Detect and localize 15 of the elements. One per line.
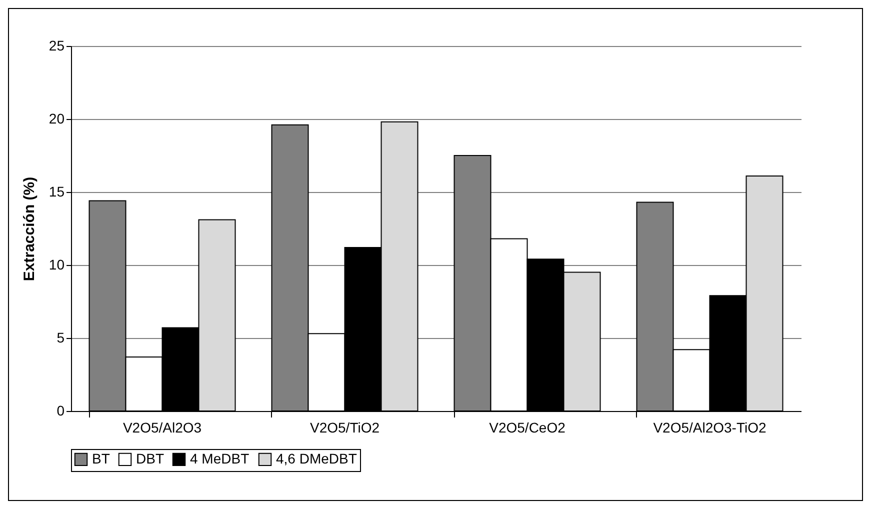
legend-label: BT: [92, 450, 110, 466]
y-axis-title: Extracción (%): [20, 176, 38, 282]
y-tick-label: 25: [48, 38, 65, 54]
x-tick-label: V2O5/TiO2: [310, 420, 380, 436]
x-tick-label: V2O5/Al2O3-TiO2: [653, 420, 766, 436]
y-tick-label: 15: [48, 184, 65, 200]
y-tick-label: 5: [56, 330, 65, 346]
legend-label: 4 MeDBT: [190, 450, 250, 466]
x-tick-label: V2O5/CeO2: [489, 420, 566, 436]
x-tick-label: V2O5/Al2O3: [122, 420, 202, 436]
y-tick-label: 0: [56, 402, 65, 418]
legend-label: 4,6 DMeDBT: [276, 450, 358, 466]
y-tick-label: 10: [48, 256, 65, 272]
legend-label: DBT: [136, 450, 164, 466]
y-tick-label: 20: [48, 110, 65, 126]
